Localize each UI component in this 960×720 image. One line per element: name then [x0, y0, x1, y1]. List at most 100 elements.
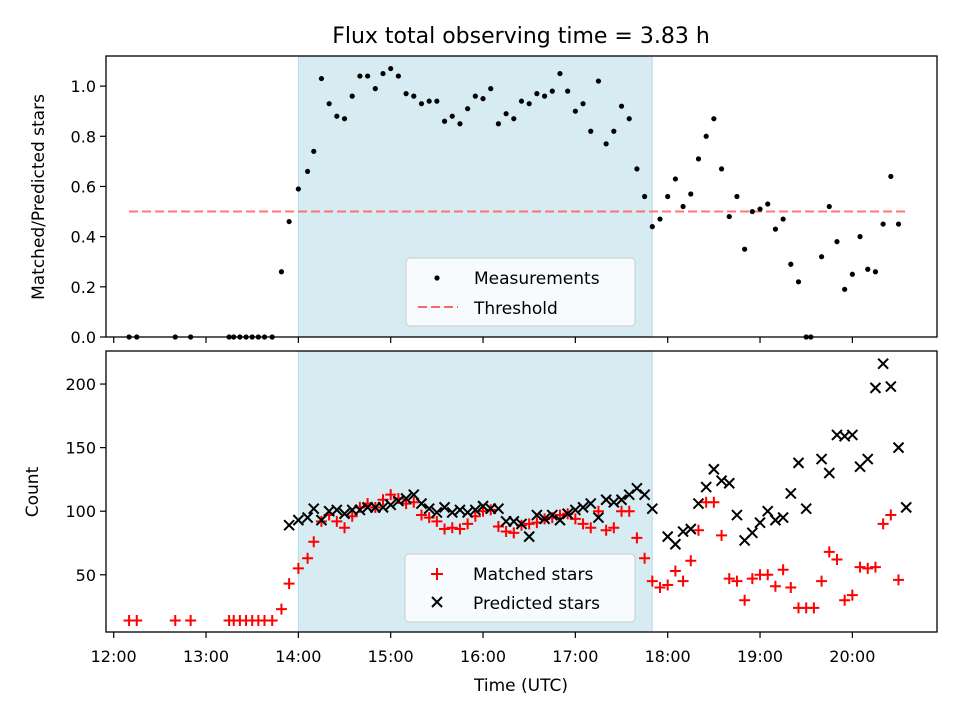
matched-star-point — [677, 575, 689, 587]
bottom-legend-box — [404, 553, 636, 623]
predicted-star-point — [469, 504, 482, 516]
measurement-point — [304, 168, 311, 175]
measurement-point — [849, 271, 855, 277]
predicted-star-point — [592, 511, 605, 524]
measurement-point — [418, 101, 425, 107]
top-axes-frame — [105, 55, 938, 338]
measurement-point — [534, 91, 540, 97]
measurement-point — [757, 206, 763, 212]
predicted-star-point — [685, 523, 697, 535]
predicted-star-point — [846, 429, 859, 441]
measurement-point — [472, 93, 478, 99]
chart-title: Flux total observing time = 3.83 h — [332, 24, 710, 49]
measurement-point — [395, 73, 401, 79]
predicted-star-point — [454, 504, 466, 516]
predicted-star-point — [638, 488, 651, 501]
matched-star-point — [462, 518, 474, 530]
measurement-point — [703, 133, 709, 139]
predicted-star-point — [715, 474, 728, 487]
top-panel: 0.0 0.2 0.4 0.6 0.8 1.0 Flux total observing … — [29, 24, 938, 347]
matched-star-point — [708, 496, 720, 508]
measurement-point — [880, 221, 886, 227]
matched-star-point — [477, 505, 489, 517]
matched-star-point — [623, 505, 635, 517]
measurement-point — [286, 218, 292, 225]
matched-star-point — [508, 527, 520, 539]
predicted-star-point — [492, 502, 505, 515]
matched-star-point — [823, 546, 835, 558]
measurement-point — [357, 73, 363, 79]
predicted-star-point — [877, 358, 889, 370]
x-tick-label: 15:00 — [368, 647, 414, 666]
measurement-point — [626, 116, 632, 122]
predicted-star-point — [892, 441, 905, 454]
matched-star-point — [662, 579, 674, 591]
predicted-star-point — [446, 506, 458, 519]
x-tick-label: 17:00 — [552, 647, 598, 666]
measurement-point — [449, 113, 455, 119]
matched-star-point — [454, 523, 466, 535]
measurement-point — [465, 106, 471, 112]
measurement-point — [426, 98, 432, 104]
bottom-axes-frame — [105, 350, 938, 633]
predicted-star-point — [600, 494, 612, 506]
measurement-point — [372, 86, 378, 92]
predicted-star-point — [615, 494, 628, 506]
measurement-point — [572, 108, 578, 114]
matched-star-point — [585, 522, 597, 534]
matched-star-point — [831, 554, 843, 566]
top-y-tick-label: 0.6 — [71, 177, 96, 196]
matched-star-point — [302, 552, 314, 564]
measurement-point — [642, 193, 648, 200]
legend-matched-marker — [431, 568, 443, 580]
predicted-star-point — [283, 519, 295, 531]
predicted-star-point — [569, 504, 582, 516]
matched-star-point — [275, 603, 287, 615]
matched-star-point — [169, 615, 181, 627]
matched-star-point — [446, 522, 458, 534]
matched-star-point — [762, 569, 774, 581]
matched-star-point — [439, 523, 451, 535]
measurement-point — [588, 128, 594, 134]
measurement-point — [657, 216, 663, 222]
predicted-star-point — [746, 527, 759, 539]
measurement-point — [341, 116, 348, 122]
predicted-star-point — [785, 487, 797, 500]
measurement-point — [634, 166, 640, 172]
matched-star-point — [266, 615, 278, 627]
predicted-star-point — [700, 481, 712, 493]
legend-predicted-marker — [431, 596, 443, 608]
bottom-y-axis-label: Count — [23, 466, 43, 517]
measurement-point — [611, 128, 617, 134]
measurement-point — [541, 93, 548, 99]
measurement-point — [388, 65, 394, 72]
measurement-point — [403, 91, 409, 97]
matched-star-point — [415, 509, 427, 521]
matched-star-point — [308, 536, 320, 548]
matched-star-point — [283, 578, 295, 590]
predicted-star-point — [862, 453, 874, 465]
matched-star-point — [839, 594, 851, 606]
predicted-star-point — [723, 477, 735, 489]
predicted-star-point — [708, 463, 720, 475]
x-tick-label: 16:00 — [460, 647, 506, 666]
predicted-star-point — [531, 509, 543, 521]
measurement-point — [503, 111, 509, 117]
bottom-y-tick-label: 100 — [65, 502, 96, 521]
measurement-point — [818, 254, 825, 260]
top-legend-box — [405, 257, 636, 327]
predicted-star-point — [461, 506, 474, 519]
matched-star-point — [685, 555, 697, 567]
matched-star-point — [639, 552, 651, 564]
matched-star-point — [592, 505, 604, 517]
bottom-y-ticks: 50 100 150 200 — [65, 375, 106, 585]
matched-star-point — [723, 573, 735, 585]
measurement-point — [865, 266, 871, 272]
measurement-point — [718, 166, 725, 172]
predicted-star-point — [431, 506, 443, 519]
measurement-point — [842, 286, 848, 292]
measurement-point — [795, 279, 802, 285]
measurement-point — [434, 98, 440, 104]
measurement-point — [488, 86, 494, 92]
predicted-star-point — [869, 382, 882, 394]
